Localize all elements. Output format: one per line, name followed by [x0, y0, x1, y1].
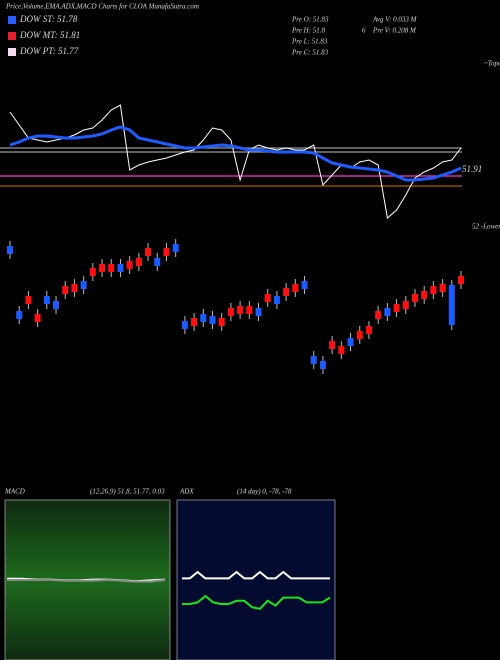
candle-body	[273, 296, 280, 304]
candle-body	[411, 294, 418, 302]
pre-low: Pre L: 51.83	[291, 38, 328, 46]
candle-body	[34, 314, 41, 322]
candle-body	[191, 318, 198, 326]
pre-volume: Pre V: 0.208 M	[372, 27, 417, 35]
candle-body	[62, 286, 69, 294]
candle-body	[117, 264, 124, 272]
candle-body	[89, 268, 96, 276]
last-price: 51.91	[462, 164, 482, 174]
ema-line	[9, 104, 462, 219]
candle-body	[375, 311, 382, 319]
macd-label: MACD	[4, 488, 25, 496]
marker: 6	[362, 27, 366, 35]
candle-body	[338, 346, 345, 354]
candle-body	[301, 281, 308, 289]
candle-body	[246, 306, 253, 314]
candle-body	[154, 258, 161, 266]
adx-panel	[176, 499, 336, 660]
pre-open: Pre O: 51.83	[291, 16, 329, 24]
candle-body	[255, 308, 262, 316]
candle-body	[25, 296, 32, 304]
candle-body	[384, 308, 391, 316]
adx-label: ADX	[179, 488, 194, 496]
candle-body	[283, 288, 290, 296]
legend-swatch	[8, 32, 16, 40]
candle-body	[145, 248, 152, 256]
candle-body	[393, 304, 400, 312]
candle-body	[43, 296, 50, 304]
pre-high: Pre H: 51.8	[291, 27, 325, 35]
candle-body	[347, 338, 354, 346]
candle-body	[209, 316, 216, 324]
candle-body	[439, 284, 446, 292]
candle-body	[7, 246, 13, 254]
candle-body	[99, 264, 106, 272]
macd-params: (12,26,9) 51.8, 51.77, 0.03	[90, 488, 165, 496]
candle-body	[458, 276, 464, 284]
candle-body	[319, 361, 326, 369]
candle-body	[135, 258, 142, 266]
candle-body	[126, 261, 133, 269]
avg-volume: Avg V: 0.033 M	[372, 16, 418, 24]
candle-body	[402, 301, 409, 309]
candle-body	[264, 294, 271, 302]
ema-line	[9, 125, 462, 182]
macd-line	[7, 578, 166, 583]
legend-swatch	[8, 48, 16, 56]
candle-body	[237, 306, 244, 314]
legend-swatch	[8, 16, 16, 24]
candle-body	[421, 291, 428, 299]
candle-body	[71, 284, 78, 292]
legend-label: DOW ST: 51.78	[19, 14, 78, 24]
candle-body	[365, 326, 372, 334]
adx-line	[182, 594, 331, 610]
adx-params: (14 day) 0, -78, -78	[237, 488, 292, 496]
candle-body	[329, 341, 336, 349]
candle-body	[227, 308, 234, 316]
candle-body	[200, 314, 207, 322]
candle-body	[172, 244, 179, 252]
candle-body	[218, 318, 225, 326]
candle-body	[448, 285, 455, 325]
candle-body	[163, 248, 170, 256]
upper-label: ~Tope	[484, 60, 500, 68]
candle-body	[292, 284, 299, 292]
pre-close: Pre C: 51.83	[291, 49, 329, 57]
candle-body	[108, 264, 115, 272]
candle-body	[53, 301, 60, 309]
candle-body	[16, 311, 23, 319]
candle-body	[310, 356, 317, 364]
legend-label: DOW PT: 51.77	[19, 46, 79, 56]
lower-label: 52 -Lower	[472, 223, 500, 231]
legend-label: DOW MT: 51.81	[19, 30, 80, 40]
candle-body	[181, 321, 188, 329]
candle-body	[356, 331, 363, 339]
candle-body	[80, 281, 87, 289]
chart-title: Price,Volume,EMA,ADX,MACD Charts for CLO…	[5, 3, 199, 11]
candle-body	[430, 286, 437, 294]
adx-line	[182, 570, 330, 580]
